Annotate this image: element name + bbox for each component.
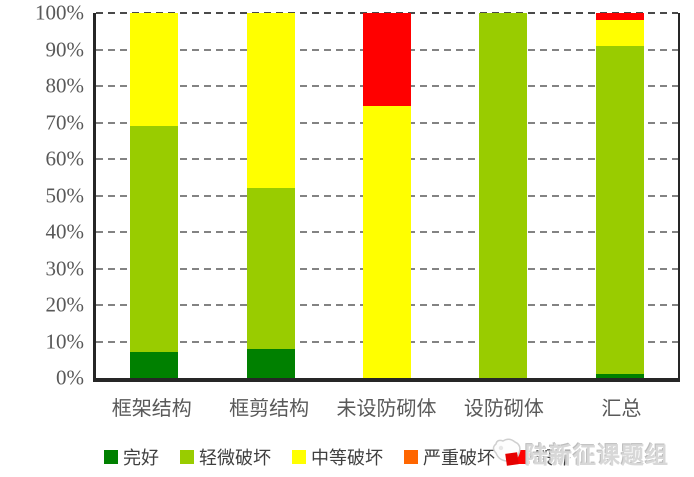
bar-slot-4	[445, 13, 561, 378]
bar-segment	[246, 188, 295, 349]
bar-4	[479, 13, 528, 378]
bar-5	[595, 13, 644, 378]
y-tick-label: 20%	[45, 292, 85, 317]
legend-swatch	[180, 450, 194, 464]
bar-segment	[362, 13, 411, 107]
bar-slot-5	[562, 13, 678, 378]
plot-area	[93, 12, 680, 382]
bar-slot-1	[96, 13, 212, 378]
x-category-label-5: 汇总	[601, 398, 642, 420]
x-category-label-1: 框架结构	[111, 398, 192, 420]
bar-segment	[595, 13, 644, 21]
legend-swatch	[104, 450, 118, 464]
bar-segment	[595, 20, 644, 46]
x-category-label-3: 未设防砌体	[336, 398, 437, 420]
legend-item-4: 严重破坏	[404, 444, 495, 470]
legend-item-2: 轻微破坏	[180, 444, 271, 470]
legend-swatch	[516, 450, 530, 464]
bar-segment	[479, 13, 528, 378]
legend-item-5: 毁坏	[516, 444, 571, 470]
legend-label: 完好	[123, 448, 159, 468]
bar-segment	[130, 126, 179, 353]
legend-item-1: 完好	[104, 444, 159, 470]
bar-slot-3	[329, 13, 445, 378]
bar-segment	[595, 45, 644, 375]
bar-3	[362, 13, 411, 378]
legend-label: 轻微破坏	[199, 448, 271, 468]
legend-item-3: 中等破坏	[292, 444, 383, 470]
y-tick-label: 30%	[45, 256, 85, 280]
y-tick-label: 10%	[45, 329, 85, 353]
gridline-100	[96, 12, 678, 14]
bar-segment	[130, 13, 179, 127]
x-category-label-2: 框剪结构	[229, 398, 310, 420]
bar-slot-2	[212, 13, 328, 378]
legend-label: 严重破坏	[423, 448, 495, 468]
bar-1	[130, 13, 179, 378]
y-tick-label: 100%	[35, 0, 84, 25]
legend-swatch	[404, 450, 418, 464]
y-tick-label: 50%	[45, 183, 85, 207]
bar-segment	[246, 13, 295, 189]
y-axis-labels: 0% 10% 20% 30% 40% 50% 60% 70% 80% 90% 100%	[0, 2, 85, 388]
bar-2	[246, 13, 295, 378]
legend-label: 毁坏	[535, 448, 571, 468]
y-tick-label: 70%	[45, 110, 85, 134]
x-axis-labels: 框架结构 框剪结构 未设防砌体 设防砌体 汇总	[93, 392, 680, 421]
y-tick-label: 40%	[45, 219, 85, 244]
legend-swatch	[292, 450, 306, 464]
y-tick-label: 60%	[45, 146, 85, 171]
x-category-label-4: 设防砌体	[463, 398, 544, 420]
bar-segment	[362, 106, 411, 378]
y-tick-label: 0%	[56, 365, 84, 390]
y-tick-label: 80%	[45, 73, 85, 98]
bar-segment	[595, 374, 644, 378]
y-tick-label: 90%	[45, 37, 85, 61]
legend: 完好 轻微破坏 中等破坏 严重破坏 毁坏	[104, 444, 571, 470]
bar-segment	[130, 352, 179, 378]
bar-segment	[246, 348, 295, 378]
legend-label: 中等破坏	[311, 448, 383, 468]
